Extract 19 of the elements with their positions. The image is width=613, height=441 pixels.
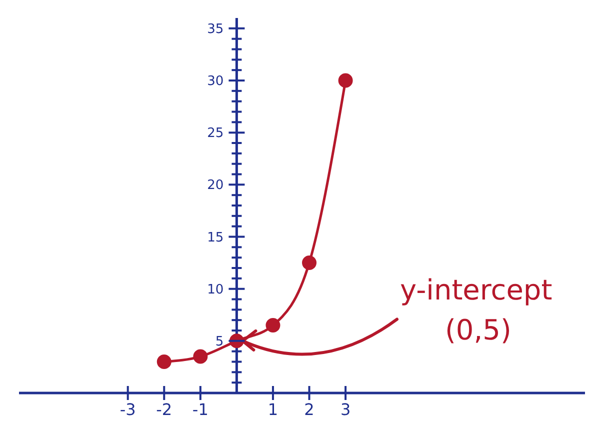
y-tick-label: 35 [207,22,224,37]
y-tick-label: 10 [207,282,224,298]
x-tick-label: -1 [192,400,208,419]
x-tick-label: -2 [156,400,172,419]
point [266,318,280,333]
y-tick-label: 30 [207,74,224,90]
point [156,354,172,369]
point [302,256,317,270]
x-tick-label: 1 [268,400,278,419]
point [338,73,353,88]
y-tick-label: 15 [207,230,224,246]
y-tick-label: 20 [207,178,224,194]
x-tick-label: -3 [120,400,136,419]
annotation: y-intercept (0,5) [400,273,552,346]
point [193,349,208,364]
y-tick-label: 5 [215,334,224,350]
x-tick-label: 2 [304,400,314,419]
x-tick-label: 3 [340,400,351,419]
y-tick-label: 25 [207,126,224,142]
